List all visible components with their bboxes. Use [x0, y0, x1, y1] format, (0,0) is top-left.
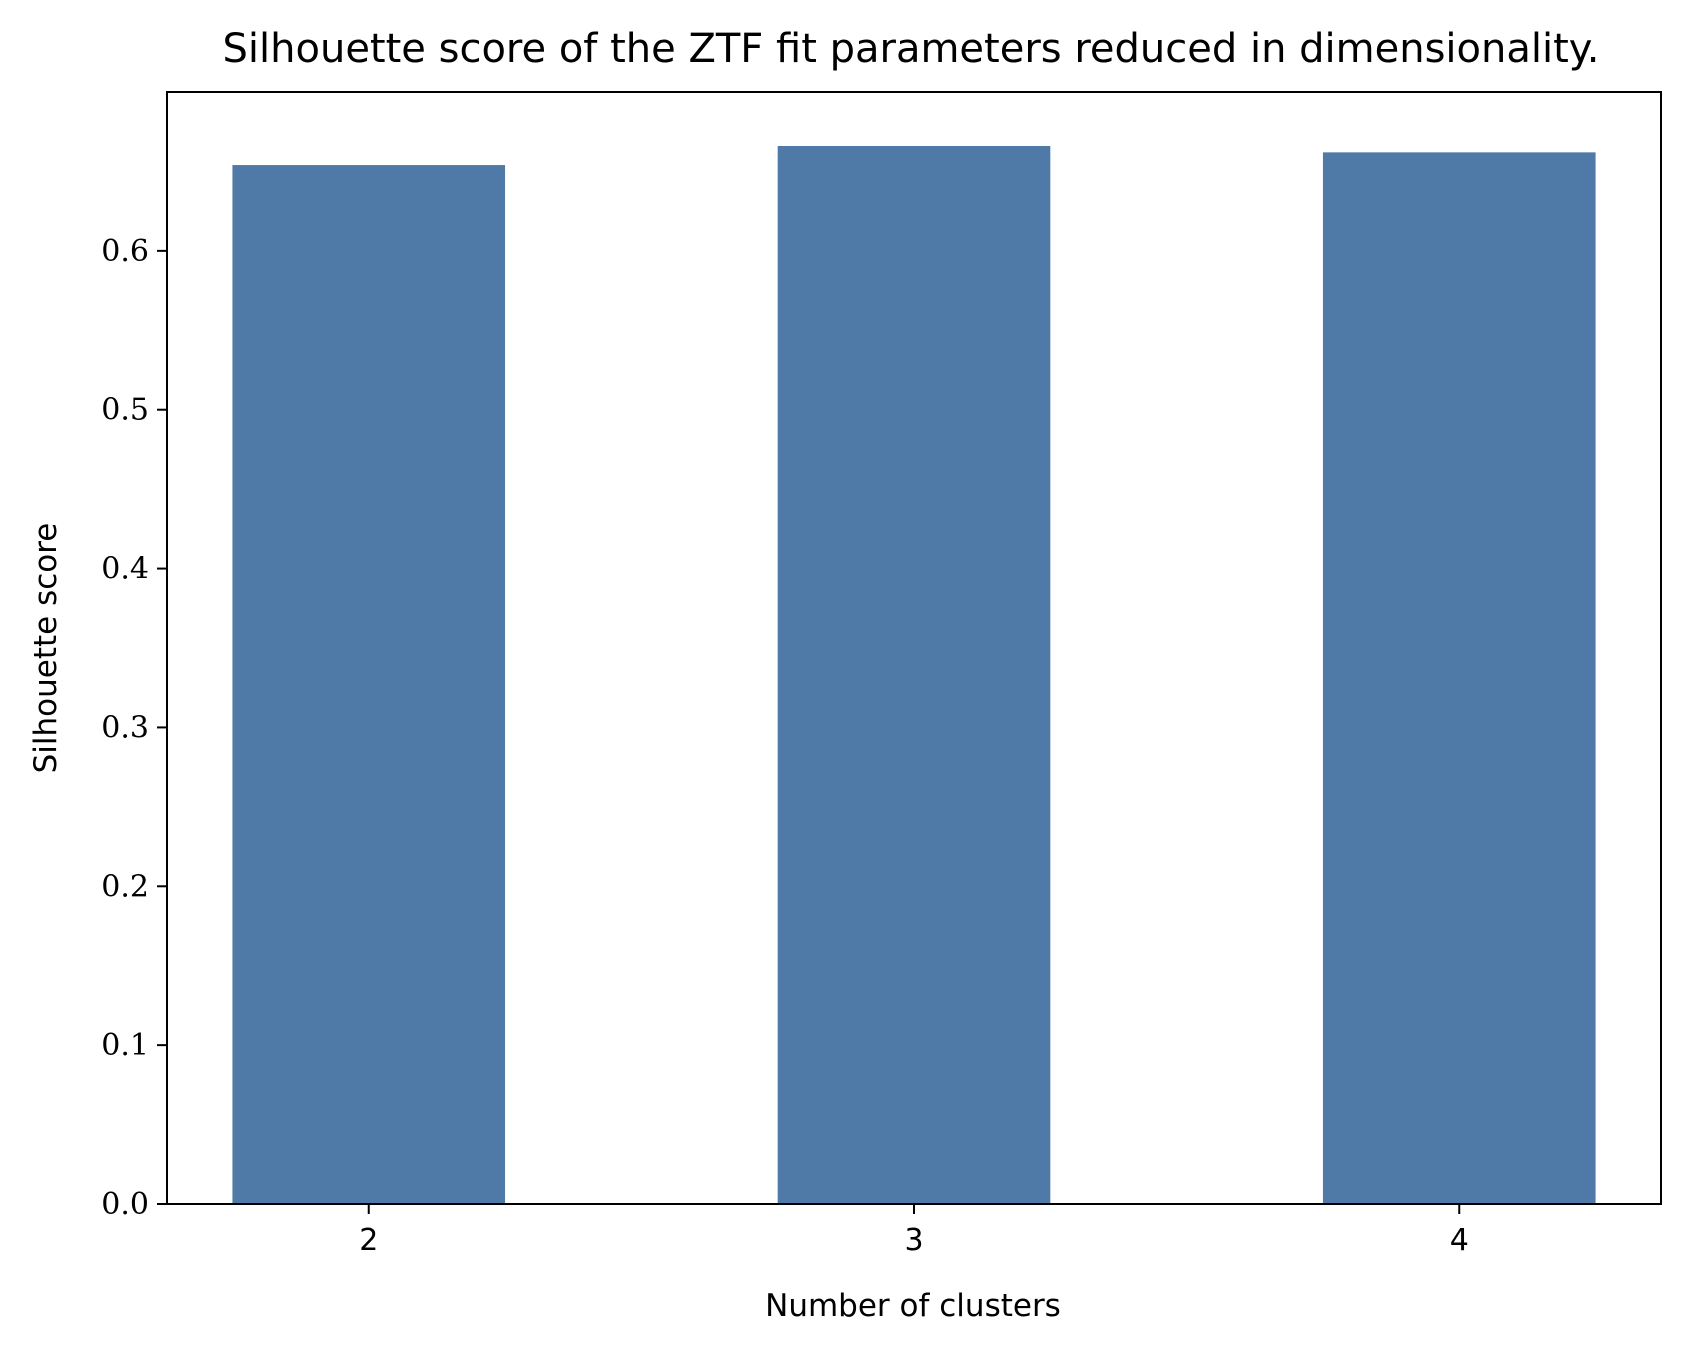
y-axis: 0.0 0.1 0.2 0.3 0.4 0.5 0.6 [101, 234, 167, 1222]
y-tick-label-0.4: 0.4 [101, 552, 149, 587]
x-tick-label-3: 3 [904, 1223, 923, 1258]
bar-2 [232, 165, 506, 1205]
y-tick-label-0.6: 0.6 [101, 234, 149, 269]
y-axis-label: Silhouette score [28, 523, 64, 774]
y-tick-label-0.5: 0.5 [101, 393, 149, 428]
chart-title: Silhouette score of the ZTF fit paramete… [223, 26, 1600, 72]
x-tick-label-2: 2 [359, 1223, 378, 1258]
y-tick-label-0.3: 0.3 [101, 710, 149, 745]
bar-4 [1322, 152, 1596, 1204]
x-axis: 2 3 4 [359, 1204, 1469, 1258]
y-tick-label-0.1: 0.1 [101, 1028, 149, 1063]
y-tick-label-0.2: 0.2 [101, 869, 149, 904]
bars-group [232, 146, 1596, 1205]
x-tick-label-4: 4 [1450, 1223, 1469, 1258]
y-tick-label-0.0: 0.0 [101, 1187, 149, 1222]
bar-3 [777, 146, 1051, 1204]
x-axis-label: Number of clusters [765, 1288, 1061, 1324]
